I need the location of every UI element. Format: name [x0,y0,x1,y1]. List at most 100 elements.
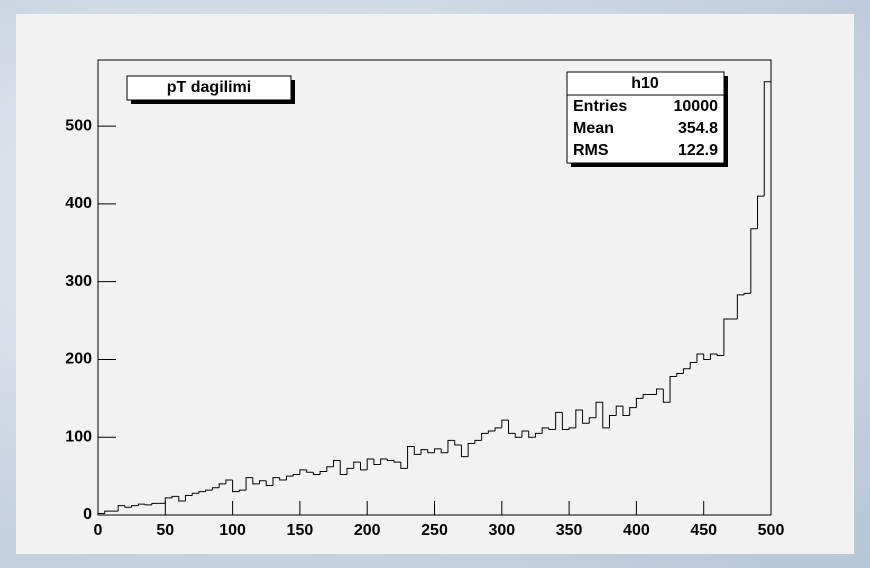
bin [285,475,294,480]
y-tick-label: 500 [65,117,92,134]
bin [460,445,469,458]
bin [608,414,617,428]
bin [144,504,152,506]
bin [386,459,395,462]
y-tick-label: 300 [65,273,92,290]
x-tick-label: 400 [623,522,650,539]
bin [622,406,630,416]
bin [656,388,664,395]
bin [292,474,300,477]
x-tick-label: 150 [287,522,314,539]
x-tick-label: 100 [219,522,246,539]
stats-name: h10 [631,75,659,92]
bin [528,431,536,438]
bin [252,477,260,485]
bin [683,368,691,374]
bin [306,469,314,473]
bin [582,410,590,424]
bin [427,449,435,454]
bin [299,469,307,475]
bin [326,466,334,472]
bin [487,430,496,434]
bin [259,480,267,484]
y-tick-label: 400 [65,195,92,212]
bin [184,495,193,501]
x-tick-label: 500 [758,522,785,539]
bin [709,353,718,360]
bin [615,405,623,416]
bin [635,397,644,408]
stats-box [566,71,725,164]
bin [171,495,179,498]
bin [359,462,368,471]
bin [104,510,112,514]
bin [434,448,442,453]
bin [178,496,186,502]
bin [413,446,422,455]
bin [312,472,321,476]
bin [568,427,576,430]
y-tick-label: 200 [65,351,92,368]
bin [124,505,132,508]
bin [676,372,684,377]
bin [211,487,220,491]
title-box [126,75,292,101]
bin [117,505,125,512]
bin [393,460,401,463]
y-tick-label: 100 [65,428,92,445]
bin [467,442,475,457]
bin [595,401,603,418]
bin [642,393,650,399]
bin [191,492,199,496]
bin [198,491,206,494]
bin [205,489,213,492]
bin [541,427,549,434]
bin [501,419,509,428]
bin [696,353,704,363]
bin [151,502,159,505]
bin [400,462,408,469]
bin [164,497,173,504]
bin [514,433,522,438]
bin [716,354,724,357]
bin [736,294,745,319]
y-tick-label: 0 [83,506,92,523]
bin [245,477,253,491]
bin [225,479,233,484]
bin [689,362,697,369]
bin [333,460,341,467]
chart-title: pT dagilimi [167,79,251,96]
bin [373,459,381,465]
bin [763,81,772,515]
stats-label: Mean [573,120,614,137]
bin [454,440,462,446]
bin [474,439,482,444]
x-tick-label: 300 [488,522,515,539]
bin [319,470,327,475]
bin [494,427,502,431]
bin [669,376,677,403]
bin [279,477,287,481]
bin [757,195,765,229]
bin [353,461,361,469]
x-tick-label: 450 [690,522,717,539]
bin [366,458,374,470]
bin [561,412,570,430]
bin [703,354,711,360]
x-tick-label: 0 [94,522,103,539]
stats-value: 122.9 [678,142,718,159]
bin [440,448,448,454]
bin [481,432,489,441]
stats-value: 354.8 [678,120,718,137]
x-tick-label: 350 [556,522,583,539]
bin [743,292,751,295]
bin [218,483,226,488]
bin [131,505,139,508]
bin [508,420,516,434]
bin [339,460,348,476]
bin [602,402,610,429]
bin [137,503,146,506]
bin [380,458,388,465]
